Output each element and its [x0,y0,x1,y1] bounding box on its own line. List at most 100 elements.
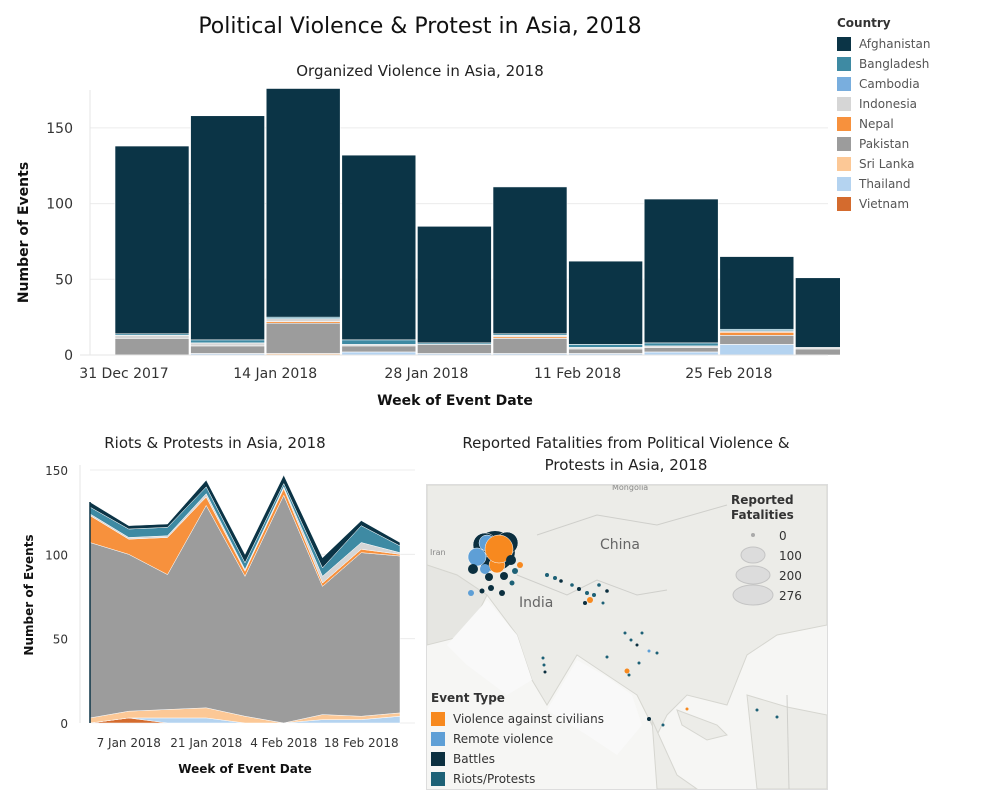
bar-segment-nepal[interactable] [719,331,795,336]
bar-segment-afghanistan[interactable] [114,145,190,335]
map-title: Reported Fatalities from Political Viole… [462,434,790,474]
fatalities-map[interactable]: Mongolia China India Iran [426,484,828,790]
afghanistan-cluster[interactable] [467,531,523,596]
bar-segment-afghanistan[interactable] [492,186,568,335]
area-y-tick-label: 100 [45,548,68,562]
event-type-label: Battles [453,752,495,766]
bar-segment-afghanistan[interactable] [190,115,265,341]
bar-segment-pakistan[interactable] [643,347,719,353]
event-type-item-riots-protests[interactable]: Riots/Protests [431,769,604,789]
legend-item-pakistan[interactable]: Pakistan [837,134,930,154]
legend-label: Afghanistan [859,37,931,51]
bar-y-axis-label: Number of Events [16,162,32,303]
organized-violence-bar-chart[interactable]: 0 50 100 150 31 Dec 2017 14 Jan 2018 28 Jan 20… [0,80,840,420]
bar-segment-afghanistan[interactable] [643,198,719,344]
legend-label: Indonesia [859,97,918,111]
area-y-axis-label: Number of Events [22,534,36,655]
legend-label: Pakistan [859,137,910,151]
event-type-item-violence-against-civilians[interactable]: Violence against civilians [431,709,604,729]
bar-segment-indonesia[interactable] [265,318,341,322]
bar-segment-bangladesh[interactable] [568,344,643,348]
legend-item-afghanistan[interactable]: Afghanistan [837,34,930,54]
area-y-tick-label: 0 [60,717,68,731]
map-label-china: China [600,537,640,553]
bar-segment-afghanistan[interactable] [265,88,341,318]
bar-segment-pakistan[interactable] [492,338,568,354]
country-legend[interactable]: Country Afghanistan Bangladesh Cambodia Ind… [837,16,930,214]
india-bangladesh-markers[interactable] [545,573,609,605]
bar-segment-pakistan[interactable] [417,344,492,354]
bar-segment-bangladesh[interactable] [643,342,719,347]
area-x-tick-label: 7 Jan 2018 [97,736,161,750]
bar-segment-afghanistan[interactable] [568,260,643,345]
map-label-india: India [519,595,554,611]
bar-segment-indonesia[interactable] [190,342,265,347]
riots-protests-title: Riots & Protests in Asia, 2018 [104,434,326,452]
map-basemap [427,485,827,789]
riots-protests-area-chart[interactable]: 0 50 100 150 7 Jan 2018 21 Jan 2018 4 Feb 2018… [0,455,420,795]
legend-swatch [837,77,851,91]
legend-item-bangladesh[interactable]: Bangladesh [837,54,930,74]
legend-label: Cambodia [859,77,920,91]
legend-items: Afghanistan Bangladesh Cambodia Indonesia Ne… [837,34,930,214]
event-type-label: Violence against civilians [453,712,605,726]
bar-y-tick-label: 150 [46,121,73,137]
area-band-afghanistan[interactable] [89,474,401,569]
legend-item-vietnam[interactable]: Vietnam [837,194,930,214]
event-type-label: Remote violence [453,732,554,746]
bar-segment-pakistan[interactable] [341,345,417,353]
fatalities-legend-100: 100 [779,549,802,563]
fatalities-legend-200: 200 [779,569,802,583]
legend-item-sri-lanka[interactable]: Sri Lanka [837,154,930,174]
fatalities-legend-title: Reported Fatalities [731,493,794,522]
bar-segment-afghanistan[interactable] [341,154,417,341]
bar-segment-pakistan[interactable] [568,348,643,354]
bar-segment-pakistan[interactable] [114,338,190,356]
fatality-markers[interactable] [427,485,827,789]
legend-item-nepal[interactable]: Nepal [837,114,930,134]
legend-swatch [837,157,851,171]
bar-segment-indonesia[interactable] [114,335,190,339]
bar-y-tick-label: 100 [46,197,73,213]
bar-segment-pakistan[interactable] [719,335,795,345]
event-type-item-remote-violence[interactable]: Remote violence [431,729,604,749]
bar-x-tick-label: 31 Dec 2017 [79,366,168,382]
bar-segment-afghanistan[interactable] [719,256,795,330]
event-type-swatch [431,772,445,786]
bar-segment-afghanistan[interactable] [795,277,840,348]
event-type-item-battles[interactable]: Battles [431,749,604,769]
legend-label: Vietnam [859,197,910,211]
bar-x-tick-label: 25 Feb 2018 [685,366,772,382]
bar-x-axis-label: Week of Event Date [377,393,533,409]
southeast-asia-markers[interactable] [541,631,779,727]
legend-item-thailand[interactable]: Thailand [837,174,930,194]
event-type-swatch [431,732,445,746]
bar-x-tick-label: 14 Jan 2018 [233,366,317,382]
event-type-legend[interactable]: Event Type Violence against civilians Rem… [431,691,604,789]
bar-segment-thailand[interactable] [719,344,795,356]
map-label-mongolia: Mongolia [612,484,649,492]
legend-swatch [837,37,851,51]
bar-segment-afghanistan[interactable] [417,225,492,344]
legend-swatch [837,137,851,151]
bar-x-tick-label: 28 Jan 2018 [384,366,468,382]
bar-segment-pakistan[interactable] [190,345,265,354]
area-x-tick-label: 21 Jan 2018 [170,736,242,750]
legend-swatch [837,57,851,71]
area-y-tick-label: 50 [53,633,68,647]
organized-violence-title: Organized Violence in Asia, 2018 [296,62,544,80]
legend-swatch [837,97,851,111]
area-y-tick-label: 150 [45,464,68,478]
bar-segment-pakistan[interactable] [795,348,840,356]
legend-item-cambodia[interactable]: Cambodia [837,74,930,94]
legend-item-indonesia[interactable]: Indonesia [837,94,930,114]
fatalities-legend-0: 0 [779,529,787,543]
legend-label: Thailand [859,177,911,191]
bar-segment-bangladesh[interactable] [341,339,417,345]
bar-segment-pakistan[interactable] [265,322,341,354]
bar-segment-bangladesh[interactable] [190,339,265,344]
fatalities-size-legend: 0 100 200 276 [723,529,813,613]
bar-y-tick-label: 0 [64,348,73,364]
legend-swatch [837,177,851,191]
event-type-legend-title: Event Type [431,691,505,705]
